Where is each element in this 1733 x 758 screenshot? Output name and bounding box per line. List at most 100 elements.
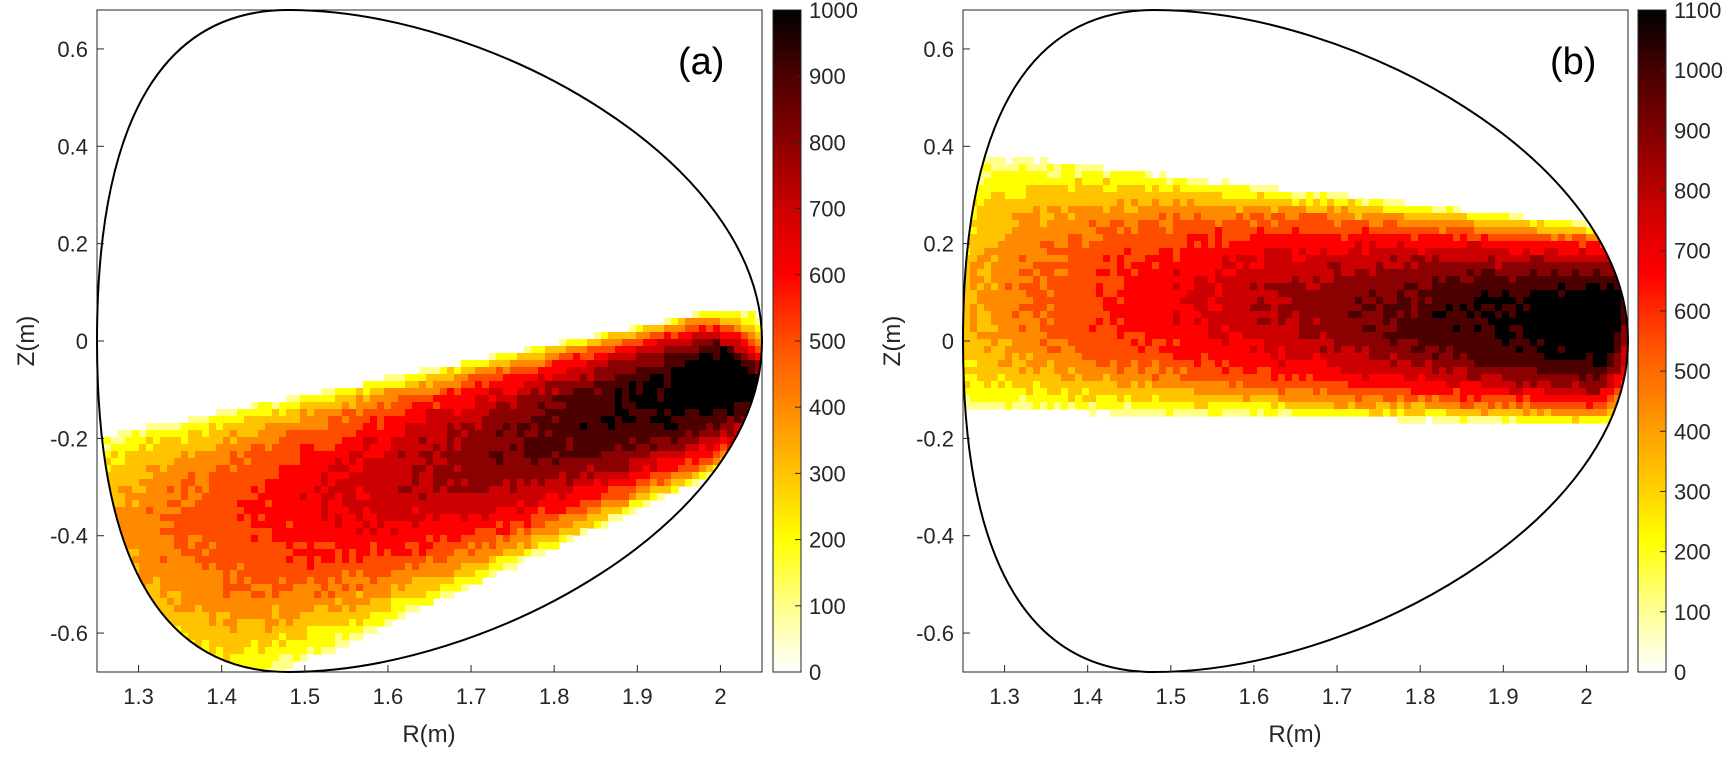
heat-cell — [132, 556, 140, 564]
heat-cell — [524, 395, 532, 403]
heat-cell — [1334, 227, 1342, 235]
heat-cell — [1334, 262, 1342, 270]
heat-cell — [349, 479, 357, 487]
heat-cell — [1103, 199, 1111, 207]
heat-cell — [643, 444, 651, 452]
heat-cell — [412, 556, 420, 564]
heat-cell — [1061, 220, 1069, 228]
heat-cell — [524, 346, 532, 354]
heat-cell — [412, 381, 420, 389]
heat-cell — [1285, 311, 1293, 319]
heat-cell — [146, 563, 154, 571]
heat-cell — [1446, 283, 1454, 291]
heat-cell — [391, 577, 399, 585]
heat-cell — [1236, 276, 1244, 284]
heat-cell — [1096, 248, 1104, 256]
heat-cell — [251, 528, 259, 536]
heat-cell — [524, 507, 532, 515]
heat-cell — [181, 584, 189, 592]
colorbar-tick-label: 600 — [809, 263, 846, 288]
heat-cell — [1446, 248, 1454, 256]
heat-cell — [1579, 283, 1587, 291]
heat-cell — [573, 388, 581, 396]
heat-cell — [223, 654, 231, 662]
heat-cell — [419, 493, 427, 501]
heat-cell — [1145, 227, 1153, 235]
heat-cell — [1075, 227, 1083, 235]
heat-cell — [405, 479, 413, 487]
heat-cell — [272, 591, 280, 599]
heat-cell — [1222, 178, 1230, 186]
heat-cell — [1257, 220, 1265, 228]
heat-cell — [188, 430, 196, 438]
heat-cell — [678, 479, 686, 487]
heat-cell — [1033, 311, 1041, 319]
heat-cell — [468, 367, 476, 375]
heat-cell — [1474, 304, 1482, 312]
heat-cell — [510, 458, 518, 466]
heat-cell — [1026, 171, 1034, 179]
heat-cell — [1145, 241, 1153, 249]
heat-cell — [650, 458, 658, 466]
heat-cell — [503, 556, 511, 564]
heat-cell — [482, 563, 490, 571]
heat-cell — [664, 402, 672, 410]
heat-cell — [384, 570, 392, 578]
heat-cell — [426, 486, 434, 494]
heat-cell — [433, 535, 441, 543]
heat-cell — [286, 654, 294, 662]
heat-cell — [475, 444, 483, 452]
heat-cell — [531, 472, 539, 480]
heat-cell — [566, 402, 574, 410]
heat-cell — [671, 332, 679, 340]
heat-cell — [279, 514, 287, 522]
heat-cell — [1397, 213, 1405, 221]
heat-cell — [1089, 318, 1097, 326]
heat-cell — [132, 458, 140, 466]
heat-cell — [1439, 276, 1447, 284]
heat-cell — [447, 521, 455, 529]
heat-cell — [195, 479, 203, 487]
heat-cell — [209, 472, 217, 480]
heat-cell — [153, 528, 161, 536]
heat-cell — [209, 556, 217, 564]
heat-cell — [1103, 325, 1111, 333]
heat-cell — [1047, 234, 1055, 242]
heat-cell — [223, 605, 231, 613]
heat-cell — [258, 570, 266, 578]
heat-cell — [461, 584, 469, 592]
heat-cell — [160, 556, 168, 564]
heat-cell — [349, 591, 357, 599]
heat-cell — [629, 381, 637, 389]
heat-cell — [1096, 304, 1104, 312]
heat-cell — [300, 514, 308, 522]
heat-cell — [1327, 227, 1335, 235]
heat-cell — [1257, 206, 1265, 214]
heat-cell — [643, 409, 651, 417]
heat-cell — [601, 472, 609, 480]
heat-cell — [622, 451, 630, 459]
heat-cell — [1453, 283, 1461, 291]
heat-cell — [314, 647, 322, 655]
heat-cell — [1194, 178, 1202, 186]
heat-cell — [727, 402, 735, 410]
heat-cell — [1103, 248, 1111, 256]
heat-cell — [461, 360, 469, 368]
heat-cell — [258, 472, 266, 480]
heat-cell — [1215, 234, 1223, 242]
heat-cell — [1166, 255, 1174, 263]
heat-cell — [1243, 199, 1251, 207]
heat-cell — [342, 402, 350, 410]
heat-cell — [503, 535, 511, 543]
heat-cell — [1537, 255, 1545, 263]
heat-cell — [1012, 234, 1020, 242]
heat-cell — [1502, 262, 1510, 270]
heat-cell — [307, 472, 315, 480]
heat-cell — [657, 465, 665, 473]
heat-cell — [125, 465, 133, 473]
heat-cell — [398, 542, 406, 550]
heat-cell — [1404, 262, 1412, 270]
heat-cell — [1089, 185, 1097, 193]
heat-cell — [1236, 283, 1244, 291]
heat-cell — [1152, 213, 1160, 221]
